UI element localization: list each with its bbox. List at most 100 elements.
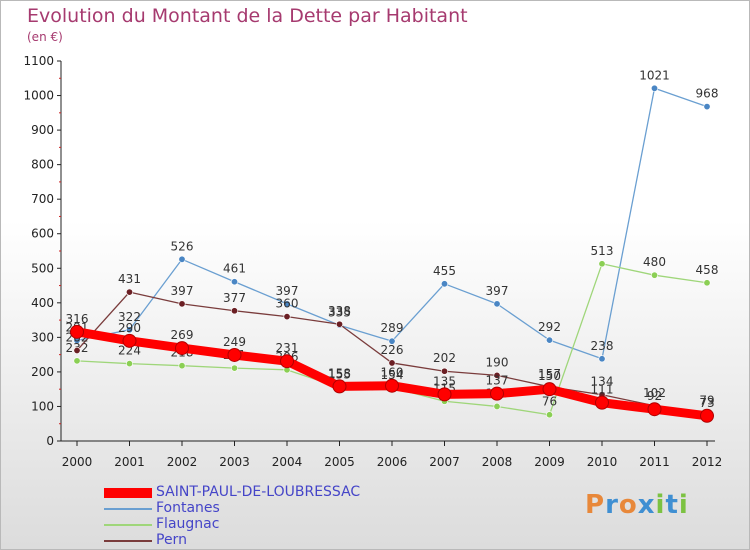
data-label: 397 xyxy=(171,284,194,298)
chart-unit-label: (en €) xyxy=(27,30,63,44)
chart-title: Evolution du Montant de la Dette par Hab… xyxy=(27,5,468,27)
data-label: 455 xyxy=(433,264,456,278)
data-point xyxy=(650,84,658,92)
data-point xyxy=(437,387,452,402)
data-label: 249 xyxy=(223,335,246,349)
data-point xyxy=(122,333,137,348)
data-label: 157 xyxy=(538,367,561,381)
data-point xyxy=(490,386,504,401)
data-label: 102 xyxy=(643,386,666,400)
data-label: 111 xyxy=(591,383,614,397)
x-tick-label: 2010 xyxy=(587,455,618,469)
data-label: 231 xyxy=(276,341,299,355)
data-point xyxy=(542,382,557,397)
x-tick-label: 2000 xyxy=(62,455,93,469)
data-point xyxy=(388,359,396,367)
data-label: 150 xyxy=(538,369,561,383)
data-point xyxy=(335,320,343,328)
legend-swatch xyxy=(104,488,152,498)
data-point xyxy=(231,364,239,372)
data-point xyxy=(178,300,186,308)
series-line-fontanes xyxy=(76,87,708,360)
x-tick-label: 2003 xyxy=(219,455,250,469)
y-tick-label: 100 xyxy=(31,399,54,413)
data-point xyxy=(493,371,501,379)
data-point xyxy=(73,357,81,365)
y-tick-label: 700 xyxy=(31,192,54,206)
data-label: 190 xyxy=(486,355,509,369)
data-label: 431 xyxy=(118,272,141,286)
data-label: 224 xyxy=(118,344,141,358)
x-tick-label: 2002 xyxy=(167,455,198,469)
data-point xyxy=(231,278,239,286)
data-label: 154 xyxy=(381,368,404,382)
data-point xyxy=(440,367,448,375)
x-tick-label: 2009 xyxy=(534,455,565,469)
data-point xyxy=(283,300,291,308)
data-point xyxy=(73,346,81,354)
y-tick-label: 0 xyxy=(46,434,54,448)
data-label: 92 xyxy=(647,389,662,403)
data-label: 397 xyxy=(486,284,509,298)
data-label: 338 xyxy=(328,304,351,318)
x-tick-label: 2008 xyxy=(482,455,513,469)
data-label: 238 xyxy=(591,339,614,353)
x-tick-label: 2012 xyxy=(692,455,723,469)
data-label: 226 xyxy=(381,343,404,357)
y-tick-label: 1100 xyxy=(23,54,54,68)
data-label: 513 xyxy=(591,244,614,258)
data-point xyxy=(595,395,609,410)
x-tick-label: 2006 xyxy=(377,455,408,469)
x-tick-label: 2011 xyxy=(639,455,670,469)
data-point xyxy=(598,260,606,268)
y-tick-label: 200 xyxy=(31,365,54,379)
legend-label: SAINT-PAUL-DE-LOUBRESSAC xyxy=(156,484,361,500)
logo-letter: o xyxy=(618,490,638,520)
logo-letter: P xyxy=(585,490,606,520)
data-label: 155 xyxy=(328,367,351,381)
data-point xyxy=(700,408,714,423)
legend-label: Flaugnac xyxy=(156,516,220,532)
legend-swatch xyxy=(104,524,152,526)
data-point xyxy=(70,324,84,339)
data-point xyxy=(126,360,134,368)
data-label: 290 xyxy=(118,321,141,335)
data-point xyxy=(650,271,658,279)
data-point xyxy=(175,341,189,356)
data-label: 135 xyxy=(433,374,456,388)
logo-letter: t xyxy=(665,490,679,520)
data-point xyxy=(178,255,186,263)
logo-letter: x xyxy=(637,490,656,520)
data-point xyxy=(545,336,553,344)
data-label: 316 xyxy=(66,312,89,326)
y-tick-label: 600 xyxy=(31,227,54,241)
y-tick-label: 1000 xyxy=(23,89,54,103)
data-point xyxy=(283,313,291,321)
legend-label: Pern xyxy=(156,532,187,548)
data-label: 292 xyxy=(538,320,561,334)
x-tick-label: 2007 xyxy=(429,455,460,469)
line-chart: 0 100 200 300 400 500 600 700 800 900 1000 1100 2000… xyxy=(23,54,723,469)
data-label: 360 xyxy=(276,297,299,311)
data-label: 202 xyxy=(433,351,456,365)
y-tick-label: 500 xyxy=(31,261,54,275)
x-tick-label: 2004 xyxy=(272,455,303,469)
data-label: 289 xyxy=(381,321,404,335)
data-label: 322 xyxy=(118,310,141,324)
proxiti-logo: Proxiti xyxy=(585,490,689,520)
data-label: 158 xyxy=(328,366,351,380)
data-point xyxy=(227,347,242,362)
data-point xyxy=(178,362,186,370)
x-tick-label: 2001 xyxy=(114,455,145,469)
data-point xyxy=(493,402,501,410)
data-label: 458 xyxy=(696,263,719,277)
legend-label: Fontanes xyxy=(156,500,220,516)
data-label: 134 xyxy=(591,375,614,389)
data-point xyxy=(231,307,239,315)
data-point xyxy=(332,379,347,394)
x-tick-label: 2005 xyxy=(324,455,355,469)
logo-letter: r xyxy=(605,490,619,520)
data-point xyxy=(280,354,294,369)
data-label: 461 xyxy=(223,262,246,276)
data-point xyxy=(126,326,134,334)
